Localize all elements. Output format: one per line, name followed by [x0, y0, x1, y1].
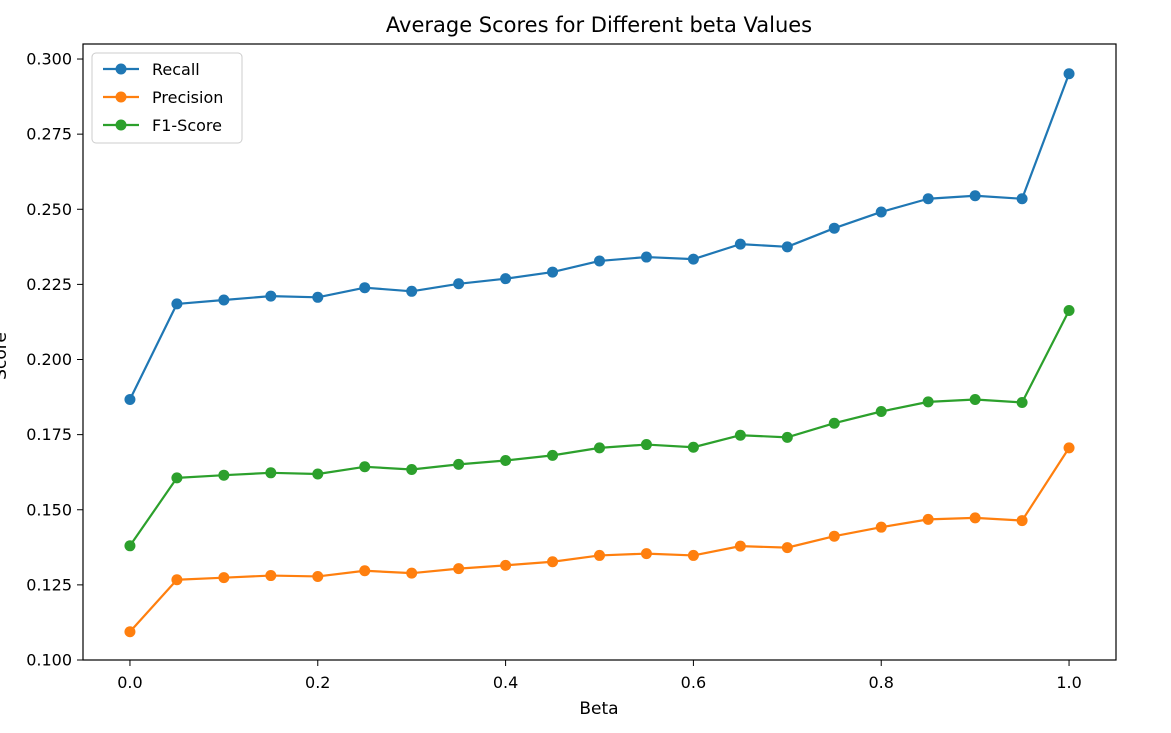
data-point-f1-score [218, 469, 230, 481]
data-point-f1-score [171, 472, 183, 484]
data-point-recall [687, 253, 699, 265]
legend-label-precision: Precision [152, 88, 223, 107]
y-tick-label: 0.200 [26, 350, 72, 369]
y-tick-label: 0.275 [26, 125, 72, 144]
data-point-recall [124, 393, 136, 405]
x-tick-label: 0.2 [305, 673, 330, 692]
data-point-recall [453, 278, 465, 290]
data-point-recall [1016, 193, 1028, 205]
y-tick-label: 0.250 [26, 200, 72, 219]
data-point-f1-score [687, 441, 699, 453]
data-point-recall [922, 193, 934, 205]
x-tick-label: 0.8 [869, 673, 894, 692]
data-point-precision [828, 530, 840, 542]
legend-label-f1-score: F1-Score [152, 116, 222, 135]
data-point-recall [265, 290, 277, 302]
data-point-f1-score [640, 439, 652, 451]
data-point-recall [359, 282, 371, 294]
data-point-precision [265, 570, 277, 582]
x-axis: 0.0 0.2 0.4 0.6 0.8 1.0 [117, 660, 1082, 692]
data-point-precision [781, 542, 793, 554]
data-point-recall [312, 291, 324, 303]
data-point-f1-score [969, 393, 981, 405]
chart-title: Average Scores for Different beta Values [386, 13, 812, 37]
data-point-precision [687, 549, 699, 561]
data-point-recall [218, 294, 230, 306]
data-point-f1-score [922, 396, 934, 408]
data-point-f1-score [828, 417, 840, 429]
data-point-precision [312, 570, 324, 582]
data-point-recall [969, 190, 981, 202]
data-point-precision [1016, 515, 1028, 527]
data-point-precision [594, 549, 605, 561]
data-point-f1-score [453, 458, 465, 470]
data-point-f1-score [406, 463, 418, 475]
y-tick-label: 0.150 [26, 500, 72, 519]
x-axis-label: Beta [579, 699, 618, 719]
data-point-f1-score [265, 467, 277, 479]
x-tick-label: 0.0 [117, 673, 142, 692]
data-point-precision [500, 559, 512, 571]
data-point-precision [218, 572, 230, 584]
y-tick-label: 0.300 [26, 50, 72, 69]
legend-marker-f1-score [115, 119, 127, 131]
legend-label-recall: Recall [152, 60, 200, 79]
x-tick-label: 0.4 [493, 673, 518, 692]
data-point-precision [734, 540, 746, 552]
legend-frame [91, 52, 243, 144]
data-point-f1-score [547, 449, 559, 461]
data-point-recall [1063, 68, 1075, 80]
y-tick-label: 0.225 [26, 275, 72, 294]
data-point-precision [359, 565, 371, 577]
data-point-f1-score [1063, 305, 1075, 317]
data-point-recall [875, 206, 887, 218]
plot-series [124, 68, 1075, 638]
data-point-precision [406, 567, 418, 579]
x-tick-label: 1.0 [1056, 673, 1081, 692]
data-point-f1-score [1016, 396, 1028, 408]
data-point-f1-score [312, 468, 324, 480]
data-point-recall [640, 251, 652, 263]
data-point-recall [781, 241, 793, 253]
data-point-recall [406, 285, 418, 297]
legend: Recall Precision F1-Score [91, 52, 243, 144]
plot-area-frame [82, 43, 1117, 661]
data-point-precision [875, 521, 887, 533]
y-tick-label: 0.175 [26, 425, 72, 444]
data-point-precision [171, 574, 183, 586]
data-point-f1-score [500, 454, 512, 466]
y-tick-label: 0.125 [26, 575, 72, 594]
data-point-recall [500, 273, 512, 285]
data-point-precision [547, 556, 559, 568]
data-point-f1-score [734, 429, 746, 441]
legend-marker-precision [115, 91, 127, 103]
data-point-precision [922, 513, 934, 525]
data-point-precision [124, 626, 136, 638]
data-point-precision [1063, 442, 1075, 454]
data-point-f1-score [781, 431, 793, 443]
data-point-recall [171, 298, 183, 310]
data-point-f1-score [875, 406, 887, 417]
data-point-recall [828, 222, 840, 234]
data-point-recall [734, 238, 746, 250]
data-point-recall [594, 255, 605, 267]
data-point-recall [547, 266, 559, 278]
y-axis: 0.100 0.125 0.150 0.175 0.200 0.225 0.250 0.275… [26, 50, 83, 670]
data-point-precision [453, 563, 465, 575]
data-point-f1-score [359, 461, 371, 473]
x-tick-label: 0.6 [681, 673, 706, 692]
y-tick-label: 0.100 [26, 651, 72, 670]
y-axis-label: Score [0, 332, 11, 380]
legend-marker-recall [115, 63, 127, 75]
data-point-f1-score [124, 540, 136, 552]
data-point-precision [640, 548, 652, 560]
data-point-precision [969, 512, 981, 524]
data-point-f1-score [594, 442, 605, 454]
